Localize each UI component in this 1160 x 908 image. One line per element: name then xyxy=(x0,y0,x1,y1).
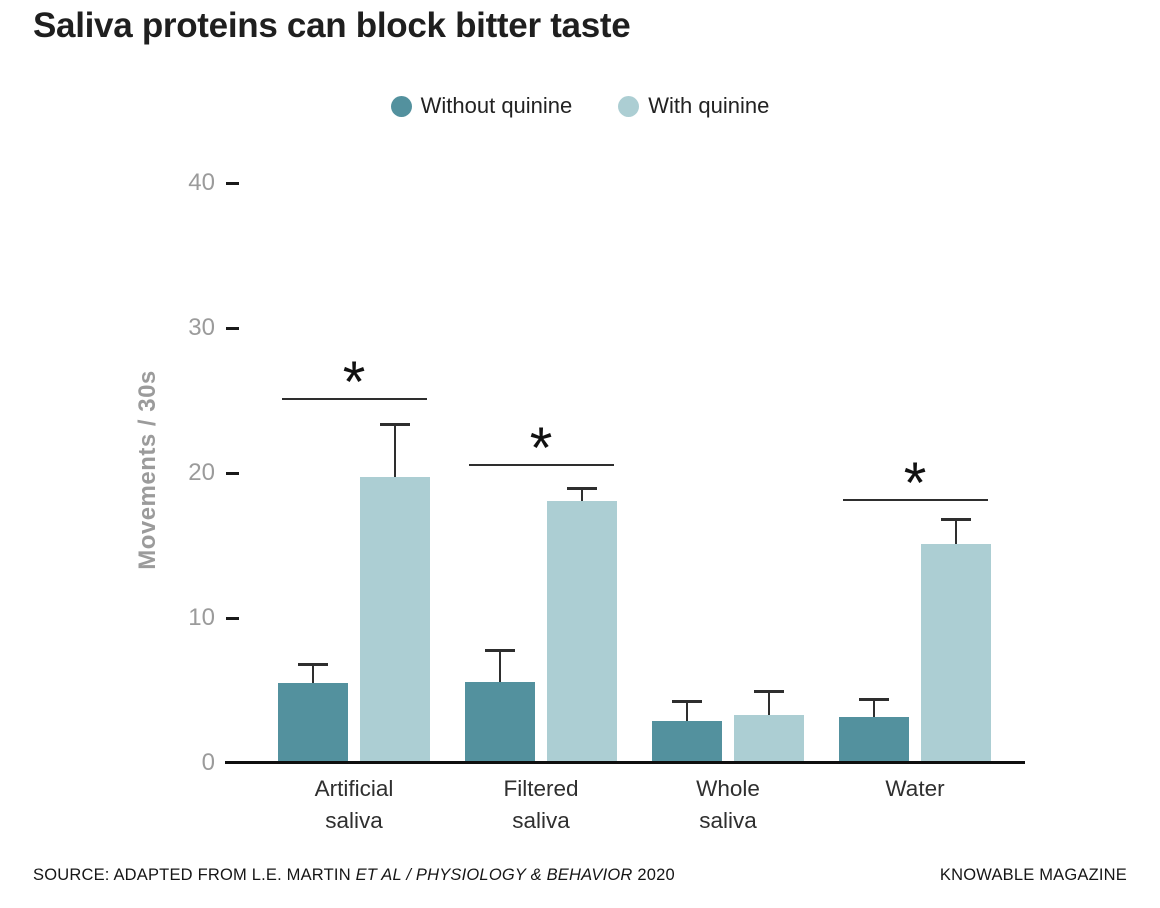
y-tick-label-30: 30 xyxy=(188,314,215,341)
y-tick-mark-10 xyxy=(226,616,239,620)
legend-item-without-quinine: Without quinine xyxy=(390,93,573,119)
error-bar-artificial-saliva-without-quinine xyxy=(312,664,314,684)
y-tick-label-20: 20 xyxy=(188,459,215,486)
legend-item-with-quinine: With quinine xyxy=(618,93,769,119)
error-bar-filtered-saliva-with-quinine xyxy=(581,487,583,501)
error-bar-water-without-quinine xyxy=(873,699,875,717)
error-bar-cap-artificial-saliva-without-quinine xyxy=(298,663,328,667)
y-tick-label-0: 0 xyxy=(201,749,215,776)
x-axis-label-artificial-saliva: Artificial saliva xyxy=(314,776,394,833)
y-tick-mark-30 xyxy=(226,326,239,330)
bar-water-without-quinine xyxy=(839,716,909,762)
significance-star-artificial-saliva: * xyxy=(342,349,366,415)
legend: Without quinine With quinine xyxy=(0,93,1160,119)
significance-line-artificial-saliva xyxy=(281,397,427,400)
bar-artificial-saliva-with-quinine xyxy=(360,477,430,762)
source-text-prefix: SOURCE: ADAPTED FROM L.E. MARTIN xyxy=(33,866,356,884)
y-tick-label-10: 10 xyxy=(188,604,215,631)
error-bar-cap-filtered-saliva-without-quinine xyxy=(485,648,515,652)
footer: SOURCE: ADAPTED FROM L.E. MARTIN ET AL /… xyxy=(0,866,1160,885)
source-text-italic: ET AL / PHYSIOLOGY & BEHAVIOR xyxy=(355,866,633,884)
source-text-suffix: 2020 xyxy=(632,866,675,884)
x-axis-label-water: Water xyxy=(885,776,945,801)
error-bar-artificial-saliva-with-quinine xyxy=(394,423,396,478)
error-bar-cap-whole-saliva-without-quinine xyxy=(672,699,702,703)
error-bar-cap-water-without-quinine xyxy=(859,698,889,702)
legend-swatch-without-quinine-icon xyxy=(390,95,412,117)
error-bar-cap-filtered-saliva-with-quinine xyxy=(567,486,597,490)
significance-line-filtered-saliva xyxy=(468,464,614,467)
error-bar-water-with-quinine xyxy=(955,519,957,545)
legend-label-without-quinine: Without quinine xyxy=(420,93,573,118)
y-tick-label-40: 40 xyxy=(188,169,215,196)
legend-label-with-quinine: With quinine xyxy=(648,93,770,118)
legend-swatch-with-quinine-icon xyxy=(618,95,640,117)
significance-star-water: * xyxy=(903,451,927,517)
bar-filtered-saliva-without-quinine xyxy=(465,681,535,762)
significance-line-water xyxy=(842,499,988,502)
bar-filtered-saliva-with-quinine xyxy=(547,500,617,762)
bar-artificial-saliva-without-quinine xyxy=(278,683,348,762)
error-bar-cap-water-with-quinine xyxy=(941,518,971,522)
x-axis-label-whole-saliva: Whole saliva xyxy=(696,776,760,833)
bar-whole-saliva-with-quinine xyxy=(734,715,804,762)
magazine-credit: KNOWABLE MAGAZINE xyxy=(939,866,1127,884)
error-bar-cap-artificial-saliva-with-quinine xyxy=(380,422,410,426)
y-tick-mark-40 xyxy=(226,181,239,185)
x-axis-label-filtered-saliva: Filtered saliva xyxy=(503,776,579,833)
error-bar-cap-whole-saliva-with-quinine xyxy=(754,689,784,693)
error-bar-filtered-saliva-without-quinine xyxy=(499,649,501,682)
source-credit: SOURCE: ADAPTED FROM L.E. MARTIN ET AL /… xyxy=(33,866,675,885)
error-bar-whole-saliva-with-quinine xyxy=(768,690,770,716)
error-bar-whole-saliva-without-quinine xyxy=(686,700,688,721)
significance-star-filtered-saliva: * xyxy=(529,416,553,482)
bar-water-with-quinine xyxy=(921,544,991,762)
chart-title: Saliva proteins can block bitter taste xyxy=(33,6,631,45)
y-tick-mark-20 xyxy=(226,471,239,475)
x-axis-line xyxy=(225,761,1025,764)
bar-whole-saliva-without-quinine xyxy=(652,720,722,762)
